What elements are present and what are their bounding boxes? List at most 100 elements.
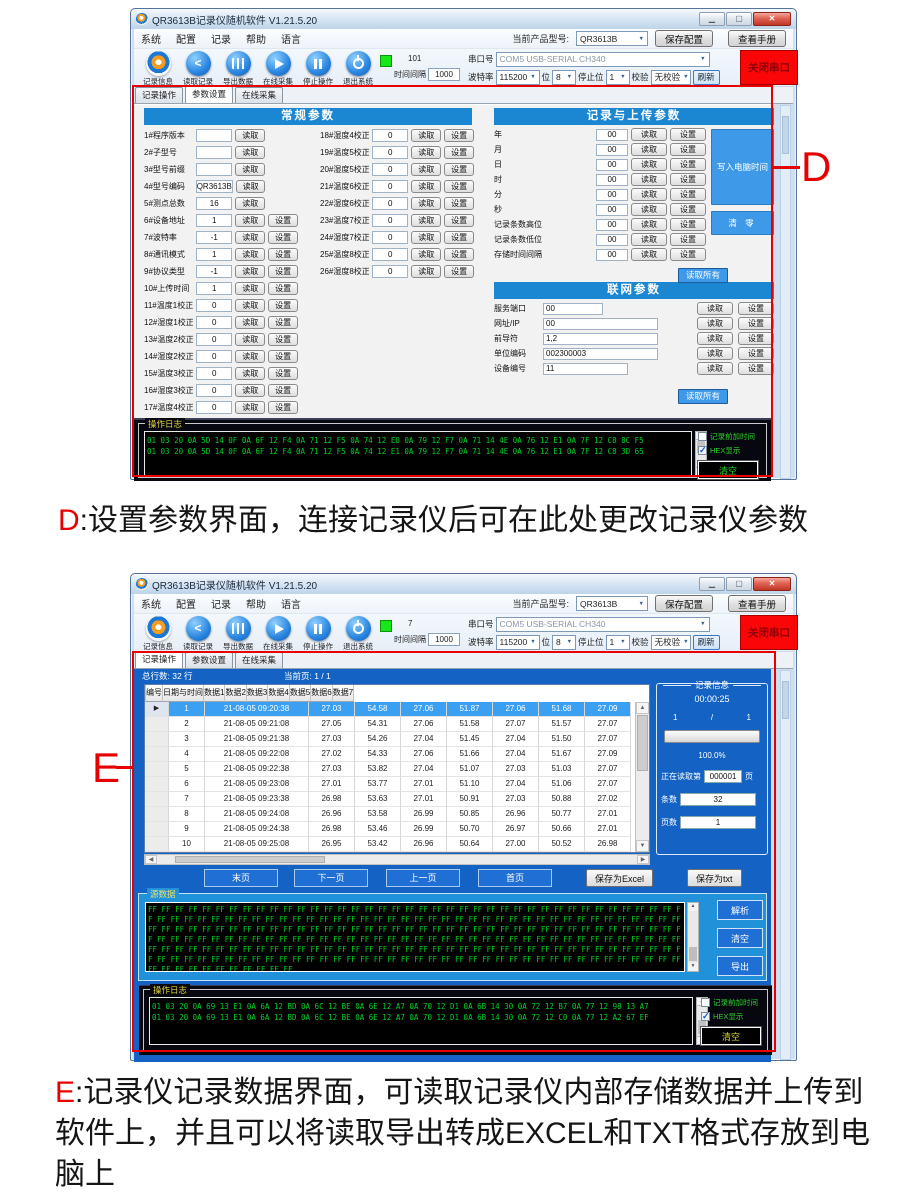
table-row[interactable]: 6 21-08-05 09:23:08 27.01 53.77 27.01 51… [145,777,649,792]
clear-zero-button[interactable]: 清 零 [711,211,774,235]
hex-display-checkbox[interactable]: HEX显示 [698,444,764,456]
set-button[interactable]: 设置 [444,129,474,142]
param-input[interactable]: 1 [196,214,233,227]
table-vscrollbar[interactable]: ▲ ▼ [635,702,649,852]
param-input[interactable]: 11 [543,362,628,375]
set-button[interactable]: 设置 [268,265,298,278]
set-button[interactable]: 设置 [444,248,474,261]
set-button[interactable]: 设置 [268,248,298,261]
count-input[interactable]: 32 [680,793,756,806]
tool-stop[interactable]: 停止操作 [298,50,338,87]
table-row[interactable]: 8 21-08-05 09:24:08 26.96 53.58 26.99 50… [145,807,649,822]
tool-record-info[interactable]: 记录信息 [138,50,178,87]
set-button[interactable]: 设置 [670,158,706,171]
read-button[interactable]: 读取 [697,347,733,360]
set-button[interactable]: 设置 [444,214,474,227]
param-input[interactable]: 1 [196,248,233,261]
tab-online-collect[interactable]: 在线采集 [235,87,284,103]
param-input[interactable]: 0 [372,180,409,193]
tool-read-record[interactable]: < 读取记录 [178,615,218,652]
param-input[interactable]: 0 [196,333,233,346]
table-row[interactable]: 4 21-08-05 09:22:08 27.02 54.33 27.06 51… [145,747,649,762]
param-input[interactable] [196,146,233,159]
first-page-button[interactable]: 首页 [478,869,552,887]
read-button[interactable]: 读取 [235,231,266,244]
param-input[interactable]: 0 [372,129,409,142]
read-button[interactable]: 读取 [411,163,442,176]
read-button[interactable]: 读取 [631,143,667,156]
set-button[interactable]: 设置 [738,317,774,330]
param-input[interactable]: 00 [596,248,628,261]
param-input[interactable]: -1 [196,265,233,278]
set-button[interactable]: 设置 [670,173,706,186]
param-input[interactable]: 0 [196,367,233,380]
param-input[interactable]: 00 [596,233,628,246]
column-header[interactable]: 数据2 [225,685,247,702]
tool-exit[interactable]: 退出系统 [338,50,378,87]
set-button[interactable]: 设置 [670,248,706,261]
write-pc-time-button[interactable]: 写入电脑时间 [711,129,774,205]
close-icon[interactable]: ✕ [753,577,791,591]
record-table[interactable]: 编号 日期与时间 数据1 数据2 数据3 数据4 数据5 数据6 数据7 ▶ 1 21-08-0… [144,684,650,853]
read-button[interactable]: 读取 [235,214,266,227]
set-button[interactable]: 设置 [444,146,474,159]
set-button[interactable]: 设置 [444,163,474,176]
tool-online-collect[interactable]: 在线采集 [258,50,298,87]
param-input[interactable]: 0 [196,384,233,397]
set-button[interactable]: 设置 [738,332,774,345]
read-button[interactable]: 读取 [235,163,266,176]
read-button[interactable]: 读取 [411,180,442,193]
clear-source-button[interactable]: 清空 [717,928,763,948]
read-button[interactable]: 读取 [411,129,442,142]
set-button[interactable]: 设置 [444,180,474,193]
read-button[interactable]: 读取 [631,248,667,261]
clear-log-button[interactable]: 清空 [701,1027,761,1045]
interval-input[interactable]: 1000 [428,633,460,646]
set-button[interactable]: 设置 [670,203,706,216]
minimize-icon[interactable]: ▁ [699,577,725,591]
param-input[interactable]: 00 [596,173,628,186]
param-input[interactable]: 00 [596,143,628,156]
param-input[interactable]: 00 [596,158,628,171]
save-config-button[interactable]: 保存配置 [654,595,713,612]
maximize-icon[interactable]: ▢ [726,577,752,591]
save-excel-button[interactable]: 保存为Excel [586,869,654,887]
param-input[interactable]: 0 [372,163,409,176]
set-button[interactable]: 设置 [444,265,474,278]
set-button[interactable]: 设置 [670,128,706,141]
tab-param-settings[interactable]: 参数设置 [185,86,234,103]
tool-online-collect[interactable]: 在线采集 [258,615,298,652]
read-button[interactable]: 读取 [411,231,442,244]
port-select[interactable]: COM5 USB-SERIAL CH340 [495,616,710,632]
log-box[interactable]: 01 03 20 0A 69 13 E1 0A 6A 12 BD 0A 6C 1… [149,997,693,1045]
param-input[interactable]: 0 [372,214,409,227]
column-header[interactable]: 日期与时间 [163,685,204,702]
set-button[interactable]: 设置 [738,302,774,315]
set-button[interactable]: 设置 [670,233,706,246]
port-select[interactable]: COM5 USB-SERIAL CH340 [495,51,710,67]
read-button[interactable]: 读取 [235,350,266,363]
read-button[interactable]: 读取 [631,158,667,171]
source-scrollbar[interactable]: ▲ ▼ [687,902,699,972]
tab-param-settings[interactable]: 参数设置 [185,652,234,668]
log-box[interactable]: 01 03 20 0A 5D 14 0F 0A 6F 12 F4 0A 71 1… [144,431,692,476]
export-source-button[interactable]: 导出 [717,956,763,976]
table-row[interactable]: 2 21-08-05 09:21:08 27.05 54.31 27.06 51… [145,717,649,732]
table-row[interactable]: ▶ 1 21-08-05 09:20:38 27.03 54.58 27.06 … [145,702,649,717]
set-button[interactable]: 设置 [670,143,706,156]
read-all-button[interactable]: 读取所有 [678,267,728,283]
save-config-button[interactable]: 保存配置 [654,30,713,47]
page-scrollbar[interactable] [780,105,791,479]
refresh-button[interactable]: 刷新 [692,69,720,85]
product-model-select[interactable]: QR3613B [575,596,648,611]
read-button[interactable]: 读取 [235,299,266,312]
menu-config[interactable]: 配置 [176,600,196,611]
tab-record-operate[interactable]: 记录操作 [135,87,184,103]
read-button[interactable]: 读取 [411,197,442,210]
param-input[interactable]: 0 [372,197,409,210]
table-row[interactable]: 7 21-08-05 09:23:38 26.98 53.63 27.01 50… [145,792,649,807]
column-header[interactable]: 数据5 [289,685,312,702]
param-input[interactable]: 16 [196,197,233,210]
column-header[interactable]: 数据4 [268,685,290,702]
stopbit-select[interactable]: 1 [605,69,630,85]
